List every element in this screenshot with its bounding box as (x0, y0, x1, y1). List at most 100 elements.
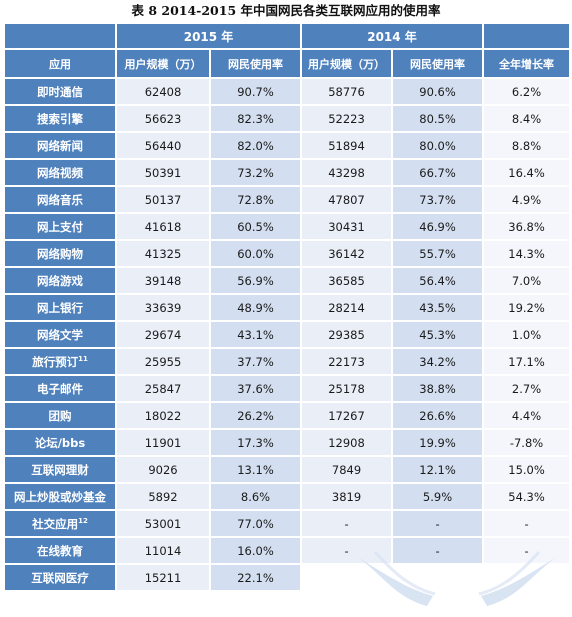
rate-2014-cell: 19.9% (391, 428, 485, 457)
table-row: 团购 18022 26.2% 17267 26.6% 4.4% (3, 401, 572, 430)
app-name-cell: 团购 (3, 401, 117, 430)
app-name-cell: 网络文学 (3, 320, 117, 349)
rate-2014-cell: 90.6% (391, 77, 485, 106)
users-2015-cell: 18022 (115, 401, 211, 430)
rate-2015-cell: 60.5% (208, 212, 303, 241)
header-empty-cell (482, 22, 572, 50)
users-2014-cell: 52223 (300, 104, 394, 133)
rate-2014-cell: - (391, 509, 485, 538)
growth-cell: 4.4% (482, 401, 572, 430)
rate-2015-cell: 82.3% (208, 104, 303, 133)
table-row: 即时通信 62408 90.7% 58776 90.6% 6.2% (3, 77, 572, 106)
rate-2014-cell: 45.3% (391, 320, 485, 349)
table-row: 网络新闻 56440 82.0% 51894 80.0% 8.8% (3, 131, 572, 160)
growth-cell: 36.8% (482, 212, 572, 241)
column-header-row: 应用 用户规模（万） 网民使用率 用户规模（万） 网民使用率 全年增长率 (3, 48, 572, 79)
users-2015-cell: 41325 (115, 239, 211, 268)
rate-2014-cell: 34.2% (391, 347, 485, 376)
app-name-cell: 互联网医疗 (3, 563, 117, 592)
growth-cell: - (482, 509, 572, 538)
table-row: 论坛/bbs 11901 17.3% 12908 19.9% -7.8% (3, 428, 572, 457)
users-2015-cell: 15211 (115, 563, 211, 592)
rate-2015-cell: 26.2% (208, 401, 303, 430)
rate-2014-cell: 55.7% (391, 239, 485, 268)
app-name: 互联网理财 (31, 462, 89, 477)
app-name-cell: 社交应用12 (3, 509, 117, 538)
growth-cell (482, 563, 572, 592)
users-2014-cell: 36585 (300, 266, 394, 295)
app-name-cell: 网络购物 (3, 239, 117, 268)
growth-cell: 19.2% (482, 293, 572, 322)
rate-2015-cell: 90.7% (208, 77, 303, 106)
rate-2014-cell: 46.9% (391, 212, 485, 241)
table-row: 网络游戏 39148 56.9% 36585 56.4% 7.0% (3, 266, 572, 295)
growth-cell: 16.4% (482, 158, 572, 187)
rate-2014-cell: 73.7% (391, 185, 485, 214)
users-2014-cell: 36142 (300, 239, 394, 268)
app-name: 网上炒股或炒基金 (14, 489, 106, 504)
users-2014-cell: - (300, 509, 394, 538)
rate-2015-cell: 37.7% (208, 347, 303, 376)
users-2014-cell: 58776 (300, 77, 394, 106)
growth-cell: 17.1% (482, 347, 572, 376)
app-name: 网络文学 (37, 327, 83, 342)
app-name: 网上银行 (37, 300, 83, 315)
year-header-row: 2015 年 2014 年 (3, 22, 572, 50)
app-name: 网上支付 (37, 219, 83, 234)
growth-cell: 2.7% (482, 374, 572, 403)
table-row: 网上炒股或炒基金 5892 8.6% 3819 5.9% 54.3% (3, 482, 572, 511)
column-header-users-2014: 用户规模（万） (300, 48, 394, 79)
app-name-cell: 即时通信 (3, 77, 117, 106)
growth-cell: 4.9% (482, 185, 572, 214)
table-row: 互联网理财 9026 13.1% 7849 12.1% 15.0% (3, 455, 572, 484)
growth-cell: 14.3% (482, 239, 572, 268)
users-2015-cell: 9026 (115, 455, 211, 484)
rate-2015-cell: 73.2% (208, 158, 303, 187)
users-2015-cell: 29674 (115, 320, 211, 349)
rate-2014-cell: 38.8% (391, 374, 485, 403)
rate-2015-cell: 17.3% (208, 428, 303, 457)
column-header-users-2015: 用户规模（万） (115, 48, 211, 79)
app-name: 团购 (48, 408, 72, 423)
users-2014-cell (300, 563, 394, 592)
growth-cell: 8.8% (482, 131, 572, 160)
growth-cell: 1.0% (482, 320, 572, 349)
app-name: 互联网医疗 (31, 570, 89, 585)
table-row: 网上支付 41618 60.5% 30431 46.9% 36.8% (3, 212, 572, 241)
footnote-marker: 12 (78, 516, 88, 525)
users-2014-cell: 7849 (300, 455, 394, 484)
users-2014-cell: 47807 (300, 185, 394, 214)
growth-cell: 7.0% (482, 266, 572, 295)
rate-2015-cell: 72.8% (208, 185, 303, 214)
rate-2015-cell: 37.6% (208, 374, 303, 403)
rate-2014-cell: 80.5% (391, 104, 485, 133)
rate-2014-cell: 5.9% (391, 482, 485, 511)
rate-2014-cell: 43.5% (391, 293, 485, 322)
rate-2015-cell: 22.1% (208, 563, 303, 592)
app-name-cell: 电子邮件 (3, 374, 117, 403)
rate-2015-cell: 48.9% (208, 293, 303, 322)
header-empty-cell (3, 22, 117, 50)
users-2014-cell: - (300, 536, 394, 565)
users-2014-cell: 30431 (300, 212, 394, 241)
users-2015-cell: 11901 (115, 428, 211, 457)
app-name: 论坛/bbs (34, 435, 86, 450)
app-name: 在线教育 (37, 543, 83, 558)
column-header-app: 应用 (3, 48, 117, 79)
growth-cell: -7.8% (482, 428, 572, 457)
growth-cell: - (482, 536, 572, 565)
users-2014-cell: 3819 (300, 482, 394, 511)
rate-2014-cell: 66.7% (391, 158, 485, 187)
app-name-cell: 在线教育 (3, 536, 117, 565)
rate-2014-cell (391, 563, 485, 592)
app-name-cell: 网络新闻 (3, 131, 117, 160)
app-name-cell: 网上支付 (3, 212, 117, 241)
table-row: 网络音乐 50137 72.8% 47807 73.7% 4.9% (3, 185, 572, 214)
header-year-2015: 2015 年 (114, 22, 303, 50)
header-year-2014: 2014 年 (300, 22, 485, 50)
users-2014-cell: 12908 (300, 428, 394, 457)
rate-2015-cell: 8.6% (208, 482, 303, 511)
app-name: 搜索引擎 (37, 111, 83, 126)
column-header-rate-2014: 网民使用率 (391, 48, 485, 79)
table-row: 网络视频 50391 73.2% 43298 66.7% 16.4% (3, 158, 572, 187)
